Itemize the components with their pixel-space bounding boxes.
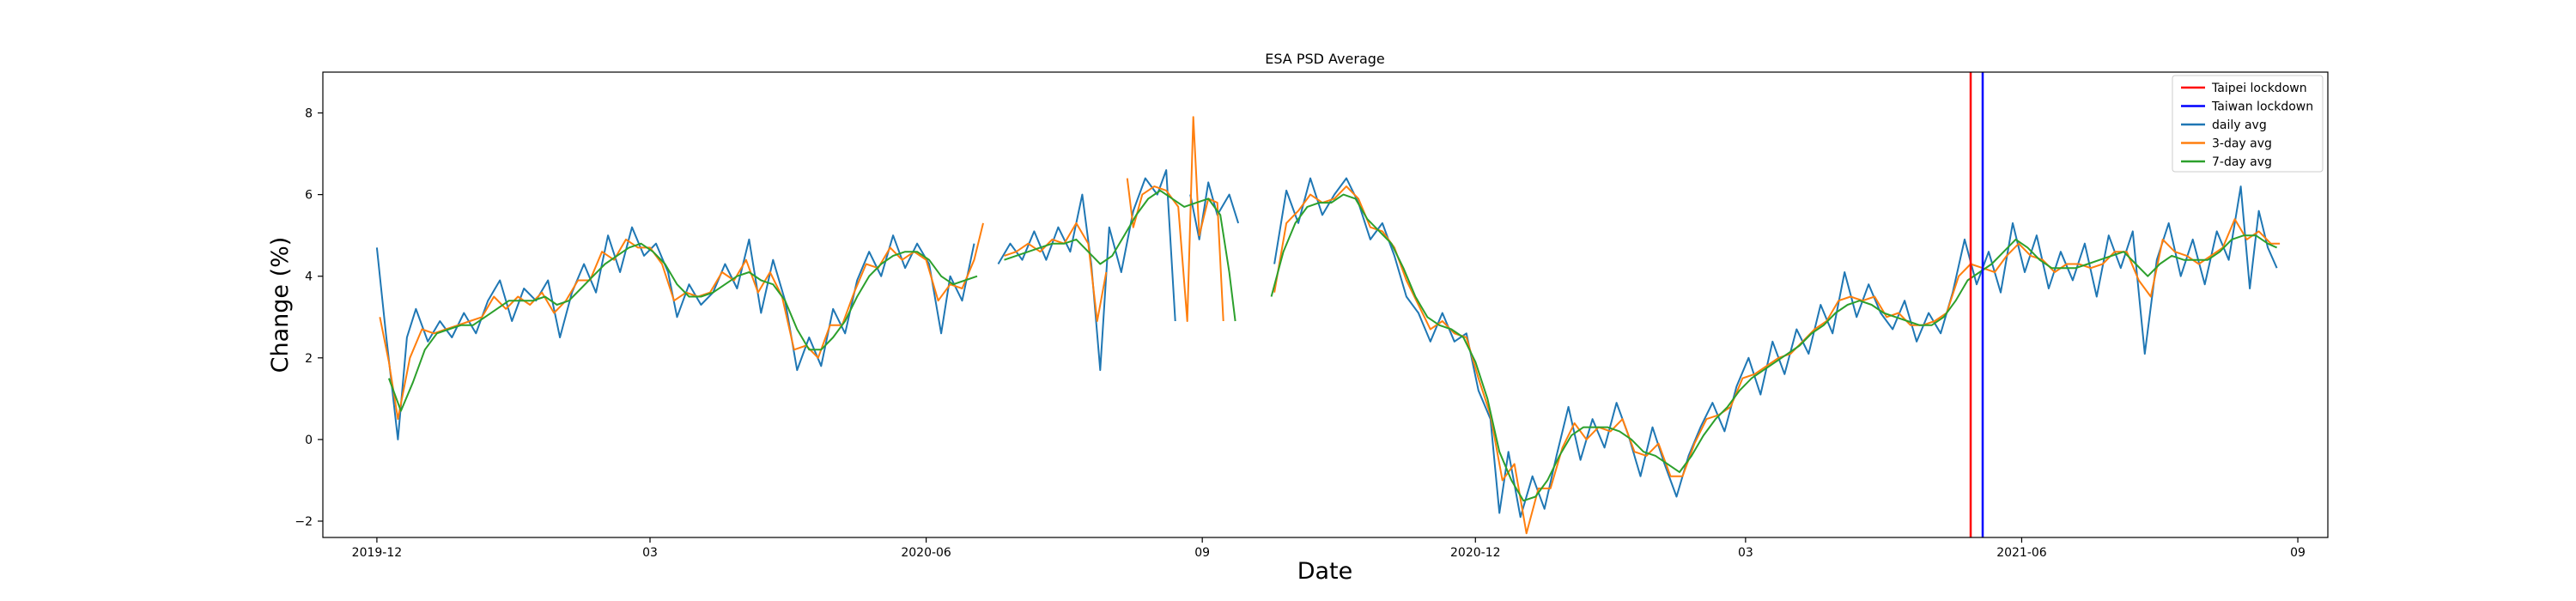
legend-label: daily avg [2212,118,2267,132]
series-line-7-day-avg [387,189,2278,502]
legend-label: Taipei lockdown [2211,82,2307,95]
x-tick-label: 09 [1194,546,1210,560]
x-tick-label: 2020-06 [901,546,951,560]
y-tick-label: 4 [305,270,313,284]
series-line-3-day-avg [379,116,2281,535]
chart-title: ESA PSD Average [1265,51,1385,67]
x-tick-label: 03 [642,546,658,560]
y-tick-label: 8 [305,107,313,121]
x-tick-label: 03 [1738,546,1753,560]
y-tick-label: 0 [305,434,313,447]
x-tick-label: 2020-12 [1450,546,1501,560]
legend: Taipei lockdown Taiwan lockdown daily avg 3… [2172,75,2324,173]
legend-box [2172,75,2324,173]
y-tick-label: 2 [305,352,313,366]
y-tick-label: 6 [305,189,313,203]
y-tick-label: −2 [295,515,313,529]
series-line-daily-avg [375,169,2278,519]
y-axis: −2 0 2 4 6 8 [295,107,323,529]
series-layer [375,116,2281,535]
x-tick-label: 2019-12 [352,546,403,560]
x-tick-label: 2021-06 [1996,546,2047,560]
legend-label: 7-day avg [2212,155,2272,169]
x-axis: 2019-12 03 2020-06 09 2020-12 03 2021-06 09 [352,537,2306,560]
legend-label: Taiwan lockdown [2211,100,2313,114]
event-lines [1969,72,1984,537]
x-tick-label: 09 [2290,546,2306,560]
x-axis-title: Date [1297,558,1353,585]
plot-frame [322,71,2329,538]
legend-label: 3-day avg [2212,137,2272,151]
y-axis-title: Change (%) [267,237,294,373]
